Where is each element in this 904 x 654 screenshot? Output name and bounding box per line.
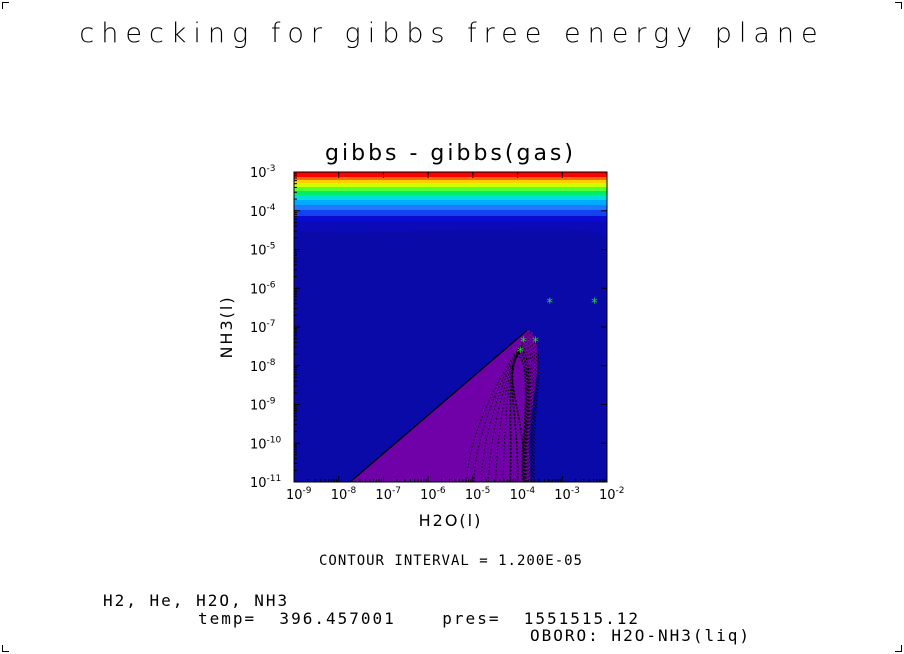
contour-interval-label: CONTOUR INTERVAL = 1.200E-05 (319, 553, 583, 569)
x-tick-label: 10-6 (420, 486, 446, 503)
x-tick-label: 10-7 (375, 486, 401, 503)
data-marker: * (532, 335, 540, 350)
corner-mark-top-left (2, 2, 9, 9)
y-axis-label: NH3(l) (217, 295, 236, 358)
contour-line (511, 355, 527, 483)
contour-band (294, 205, 607, 218)
page-title: checking for gibbs free energy plane (79, 18, 825, 49)
footer-species-list: H2, He, H2O, NH3 (103, 591, 290, 610)
y-tick-label: 10-8 (250, 358, 276, 375)
footer-conditions: temp= 396.457001 pres= 1551515.12 (198, 609, 641, 628)
corner-mark-top-right (895, 2, 902, 9)
data-marker: * (591, 297, 599, 312)
y-tick-label: 10-5 (250, 242, 276, 259)
corner-mark-bottom-right (895, 645, 902, 652)
x-tick-label: 10-3 (554, 486, 580, 503)
x-tick-label: 10-9 (286, 486, 312, 503)
contour-line (466, 332, 540, 483)
y-tick-label: 10-4 (250, 203, 276, 220)
corner-mark-bottom-left (2, 645, 9, 652)
data-marker: * (520, 335, 528, 350)
y-tick-label: 10-7 (250, 319, 276, 336)
contour-band (294, 210, 607, 224)
y-tick-label: 10-3 (250, 164, 276, 181)
y-tick-label: 10-6 (250, 280, 276, 297)
contour-band (294, 172, 607, 175)
x-tick-label: 10-8 (331, 486, 357, 503)
contour-band (294, 216, 607, 230)
contour-line (495, 344, 533, 483)
contour-line (509, 349, 530, 483)
y-tick-label: 10-9 (250, 397, 276, 414)
contour-line (511, 352, 528, 483)
data-marker: * (546, 297, 554, 312)
y-tick-label: 10-11 (250, 474, 281, 491)
boundary-line (349, 330, 528, 483)
x-tick-label: 10-4 (510, 486, 536, 503)
contour-band (294, 200, 607, 213)
x-tick-label: 10-5 (465, 486, 491, 503)
chart-title: gibbs - gibbs(gas) (325, 141, 576, 166)
x-tick-label: 10-2 (599, 486, 625, 503)
contour-band (294, 222, 607, 237)
contour-line (480, 338, 536, 483)
footer-run-label: OBORO: H2O-NH3(liq) (530, 626, 752, 645)
x-axis-label: H2O(l) (419, 511, 483, 530)
lower-region (350, 330, 538, 482)
data-marker: * (516, 345, 524, 360)
y-tick-label: 10-10 (250, 435, 282, 452)
contour-line (473, 335, 538, 483)
